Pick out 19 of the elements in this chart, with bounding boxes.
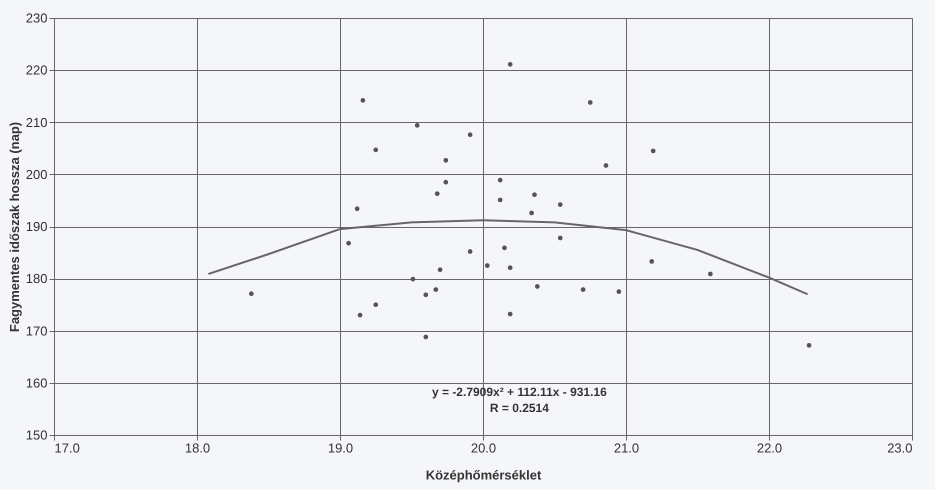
y-tick-label: 180 bbox=[26, 271, 48, 286]
y-tick-label: 160 bbox=[26, 375, 48, 390]
x-tick-label: 23.0 bbox=[887, 440, 912, 456]
x-tick-label: 17.0 bbox=[54, 440, 80, 456]
y-tick-label: 210 bbox=[26, 114, 48, 130]
annotation: R = 0.2514 bbox=[490, 401, 550, 415]
x-tick-label: 20.0 bbox=[470, 440, 496, 456]
y-tick-label: 170 bbox=[26, 323, 48, 338]
y-tick-label: 230 bbox=[26, 10, 48, 26]
x-tick-label: 19.0 bbox=[328, 440, 354, 456]
x-tick-label: 18.0 bbox=[184, 440, 210, 456]
y-tick-label: 150 bbox=[26, 428, 48, 442]
y-tick-label: 190 bbox=[26, 219, 48, 234]
x-tick-label: 22.0 bbox=[756, 440, 782, 456]
y-tick-label: 200 bbox=[26, 166, 48, 182]
y-axis-title: Fagymentes időszak hossza (nap) bbox=[6, 122, 22, 332]
y-tick-label: 220 bbox=[26, 62, 48, 78]
x-axis-title: Középhőmérséklet bbox=[426, 468, 542, 482]
x-tick-label: 21.0 bbox=[614, 440, 640, 456]
